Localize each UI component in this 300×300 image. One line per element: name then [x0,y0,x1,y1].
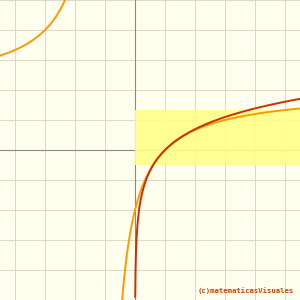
Bar [135,110,300,165]
Text: (c)matematicasVisuales: (c)matematicasVisuales [198,287,294,294]
